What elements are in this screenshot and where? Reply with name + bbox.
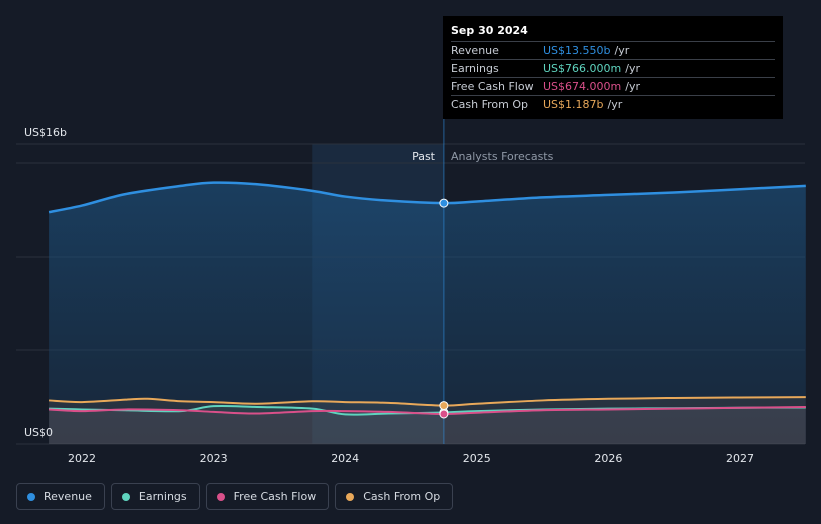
tooltip-row-unit: /yr — [607, 98, 623, 111]
tooltip-markers — [439, 198, 449, 419]
x-tick-label: 2027 — [726, 452, 754, 465]
tooltip-row-label: Cash From Op — [451, 98, 529, 111]
tooltip-row: Cash From Op US$1.187b/yr — [451, 95, 775, 113]
legend-label: Earnings — [138, 490, 187, 503]
series-lines — [48, 181, 806, 416]
legend-item-free-cash-flow[interactable]: Free Cash Flow — [205, 483, 330, 510]
tooltip-panel: Sep 30 2024 Revenue US$13.550b/yr Earnings… — [443, 16, 783, 119]
legend-item-revenue[interactable]: Revenue — [16, 483, 105, 510]
tooltip-row-value: US$674.000m — [543, 80, 622, 93]
tooltip-row: Free Cash Flow US$674.000m/yr — [451, 77, 775, 95]
x-tick-label: 2026 — [594, 452, 622, 465]
y-axis-bottom-label: US$0 — [24, 426, 53, 439]
legend-dot-icon — [346, 492, 355, 501]
legend-dot-icon — [216, 492, 225, 501]
legend-dot-icon — [27, 492, 35, 501]
marker-revenue — [439, 198, 449, 208]
tooltip-row-label: Earnings — [451, 62, 499, 75]
series-line-cash-from-op — [49, 396, 806, 407]
x-tick-label: 2022 — [68, 452, 96, 465]
x-axis-ticks: 2022 2023 2024 2025 2026 2027 — [68, 452, 754, 465]
legend: Revenue Earnings Free Cash Flow Cash From O… — [16, 483, 454, 510]
forecast-label: Analysts Forecasts — [451, 150, 554, 163]
series-line-free-cash-flow — [49, 405, 806, 415]
tooltip-date: Sep 30 2024 — [451, 24, 528, 37]
tooltip-row-unit: /yr — [614, 44, 630, 57]
series-area-free-cash-flow — [49, 406, 806, 444]
legend-dot-icon — [121, 492, 130, 501]
tooltip-row-value: US$766.000m — [543, 62, 622, 75]
tooltip-row-unit: /yr — [625, 80, 640, 93]
series-area-revenue — [49, 182, 806, 444]
tooltip-row-label: Free Cash Flow — [451, 80, 534, 93]
legend-label: Free Cash Flow — [233, 490, 317, 503]
tooltip-row-unit: /yr — [625, 62, 640, 75]
tooltip-row: Earnings US$766.000m/yr — [451, 59, 775, 77]
tooltip-row-value: US$1.187b — [543, 98, 604, 111]
past-label: Past — [412, 150, 436, 163]
x-tick-label: 2025 — [463, 452, 491, 465]
marker-free-cash-flow — [439, 409, 449, 419]
x-tick-label: 2023 — [200, 452, 228, 465]
tooltip-rows: Revenue US$13.550b/yr Earnings US$766.000m /… — [451, 41, 775, 113]
marker-cash-from-op — [439, 401, 449, 411]
legend-item-cash-from-op[interactable]: Cash From Op — [335, 483, 454, 510]
legend-label: Cash From Op — [363, 490, 441, 503]
x-tick-label: 2024 — [331, 452, 359, 465]
series-line-revenue — [48, 181, 806, 214]
tooltip-row-value: US$13.550b — [543, 44, 611, 57]
y-axis-top-label: US$16b — [24, 126, 67, 139]
tooltip-row-label: Revenue — [451, 44, 499, 57]
legend-item-earnings[interactable]: Earnings — [110, 483, 200, 510]
tooltip-row: Revenue US$13.550b/yr — [451, 41, 775, 59]
series-area-earnings — [49, 405, 806, 444]
legend-label: Revenue — [44, 490, 92, 503]
